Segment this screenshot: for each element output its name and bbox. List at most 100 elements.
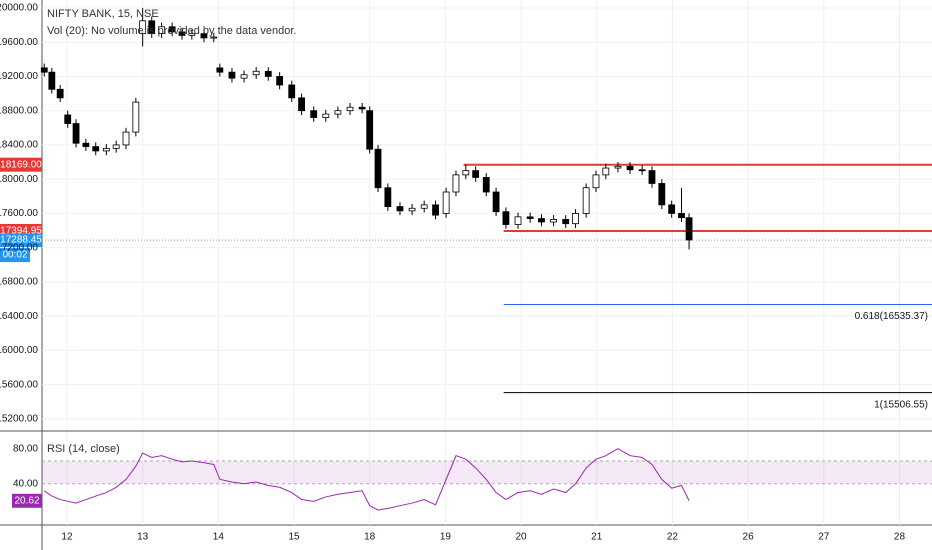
candle-body xyxy=(72,123,80,144)
x-tick-label: 21 xyxy=(591,532,603,543)
candle-body xyxy=(432,204,439,216)
rsi-title: RSI (14, close) xyxy=(47,443,120,455)
candle-body xyxy=(168,26,176,33)
candle-body xyxy=(648,170,656,184)
candle-body xyxy=(614,165,622,169)
candle-body xyxy=(102,147,110,152)
y-tick-label: 18000.00 xyxy=(0,174,38,185)
candle-body xyxy=(492,191,500,213)
candle-body xyxy=(482,177,490,193)
candle-body xyxy=(216,67,224,73)
candle-body xyxy=(240,74,248,79)
grid xyxy=(42,0,932,525)
candle-body xyxy=(158,26,165,35)
candle-body xyxy=(188,33,196,36)
candle-body xyxy=(112,144,120,149)
candle-body xyxy=(502,211,510,225)
x-tick-label: 13 xyxy=(137,532,149,543)
candle-body xyxy=(358,106,366,110)
candle-body xyxy=(396,206,404,212)
candle-body xyxy=(658,183,666,206)
countdown-badge xyxy=(0,248,30,263)
y-tick-label: 16800.00 xyxy=(0,277,38,288)
chart-subtitle: Vol (20): No volume is provided by the d… xyxy=(47,25,296,37)
candle-body xyxy=(442,191,450,214)
candle-body xyxy=(122,131,130,146)
y-tick-label: 17200.00 xyxy=(0,242,38,253)
rsi-badge xyxy=(12,493,42,508)
y-tick-label: 40.00 xyxy=(13,478,38,489)
candle-body xyxy=(582,187,590,214)
candle-body xyxy=(82,142,90,148)
labels: 20000.00 19600.00 19200.00 18800.00 18400.00… xyxy=(0,3,928,543)
candle-body xyxy=(139,20,147,35)
candle-body xyxy=(48,71,56,90)
y-tick-label: 15200.00 xyxy=(0,414,38,425)
candle-body xyxy=(626,165,634,171)
candle-body xyxy=(310,110,318,118)
line-label: 1(15506.55) xyxy=(874,399,928,410)
candle-body xyxy=(298,97,305,112)
price-badge-label: 17394.95 xyxy=(0,226,42,237)
x-tick-label: 26 xyxy=(743,532,755,543)
candle-body xyxy=(288,84,296,99)
x-tick-label: 28 xyxy=(894,532,906,543)
candle-body xyxy=(526,216,534,219)
y-tick-label: 15600.00 xyxy=(0,379,38,390)
candle-body xyxy=(602,167,610,176)
x-tick-label: 15 xyxy=(288,532,300,543)
candle-body xyxy=(334,110,342,115)
candle-body xyxy=(668,204,676,214)
y-tick-label: 17600.00 xyxy=(0,208,38,219)
candle-body xyxy=(384,187,392,207)
rsi-badge-label: 20.62 xyxy=(14,495,39,506)
candle-body xyxy=(210,36,218,39)
candle-body xyxy=(200,33,208,39)
candle-body xyxy=(264,70,272,77)
candle-body xyxy=(462,170,470,176)
candle-body xyxy=(374,148,382,189)
y-tick-label: 19600.00 xyxy=(0,37,38,48)
y-tick-label: 20000.00 xyxy=(0,3,38,14)
line-label: 0.618(16535.37) xyxy=(855,311,928,322)
candle-body xyxy=(64,114,72,124)
y-tick-label: 16400.00 xyxy=(0,311,38,322)
price-badge xyxy=(0,157,42,172)
candle-body xyxy=(252,70,260,76)
candle-body xyxy=(346,106,354,112)
x-tick-label: 12 xyxy=(61,532,73,543)
y-tick-label: 16000.00 xyxy=(0,345,38,356)
candle-body xyxy=(538,218,545,223)
candle-body xyxy=(678,213,685,219)
candle-body xyxy=(472,170,480,178)
rsi-band xyxy=(42,460,932,484)
candle-body xyxy=(592,174,600,189)
price-badge-label: 18169.00 xyxy=(0,159,42,170)
y-tick-label: 19200.00 xyxy=(0,71,38,82)
x-tick-label: 22 xyxy=(667,532,679,543)
y-tick-label: 18800.00 xyxy=(0,105,38,116)
x-tick-label: 18 xyxy=(364,532,376,543)
x-tick-label: 19 xyxy=(440,532,452,543)
candle-body xyxy=(562,219,570,225)
candle-body xyxy=(228,71,236,79)
candle-body xyxy=(572,213,579,225)
y-tick-label: 80.00 xyxy=(13,443,38,454)
candle-body xyxy=(148,20,156,35)
price-badge-label: 17288.45 xyxy=(0,235,42,246)
price-badge xyxy=(0,233,42,248)
candle-body xyxy=(56,88,64,99)
candle-body xyxy=(276,76,284,86)
candle-body xyxy=(322,113,330,118)
x-tick-label: 14 xyxy=(213,532,225,543)
candle-body xyxy=(40,67,48,73)
candle-body xyxy=(132,101,140,133)
marks xyxy=(0,7,932,511)
candle-body xyxy=(452,174,460,193)
candle-body xyxy=(92,146,100,152)
x-tick-label: 20 xyxy=(515,532,527,543)
countdown: 00:02 xyxy=(2,250,27,261)
